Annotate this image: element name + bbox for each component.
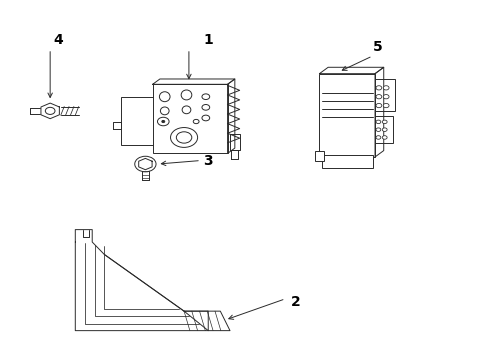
FancyBboxPatch shape: [374, 79, 394, 111]
Circle shape: [202, 94, 209, 100]
Circle shape: [383, 103, 388, 108]
Circle shape: [170, 127, 197, 147]
Circle shape: [375, 103, 381, 108]
Circle shape: [375, 95, 381, 99]
FancyBboxPatch shape: [314, 150, 324, 161]
FancyBboxPatch shape: [121, 97, 157, 145]
Circle shape: [162, 121, 164, 123]
Circle shape: [375, 136, 380, 139]
Ellipse shape: [181, 90, 191, 100]
Circle shape: [193, 120, 199, 123]
Ellipse shape: [159, 92, 170, 102]
Circle shape: [45, 107, 55, 114]
Circle shape: [157, 117, 169, 126]
Circle shape: [176, 132, 191, 143]
Circle shape: [202, 115, 209, 121]
Circle shape: [375, 86, 381, 90]
Circle shape: [375, 120, 380, 123]
FancyBboxPatch shape: [321, 155, 372, 168]
Circle shape: [383, 86, 388, 90]
Text: 4: 4: [53, 33, 63, 47]
Circle shape: [382, 128, 386, 131]
Circle shape: [135, 156, 156, 172]
FancyBboxPatch shape: [152, 84, 227, 153]
Text: 2: 2: [290, 295, 300, 309]
Text: 1: 1: [203, 33, 213, 47]
Ellipse shape: [160, 107, 169, 115]
Circle shape: [383, 95, 388, 99]
Text: 3: 3: [203, 153, 213, 167]
Ellipse shape: [182, 106, 190, 114]
Circle shape: [382, 136, 386, 139]
Text: 5: 5: [372, 40, 382, 54]
Circle shape: [382, 120, 386, 123]
FancyBboxPatch shape: [319, 74, 374, 157]
Circle shape: [202, 104, 209, 110]
Circle shape: [375, 128, 380, 131]
FancyBboxPatch shape: [374, 116, 392, 143]
